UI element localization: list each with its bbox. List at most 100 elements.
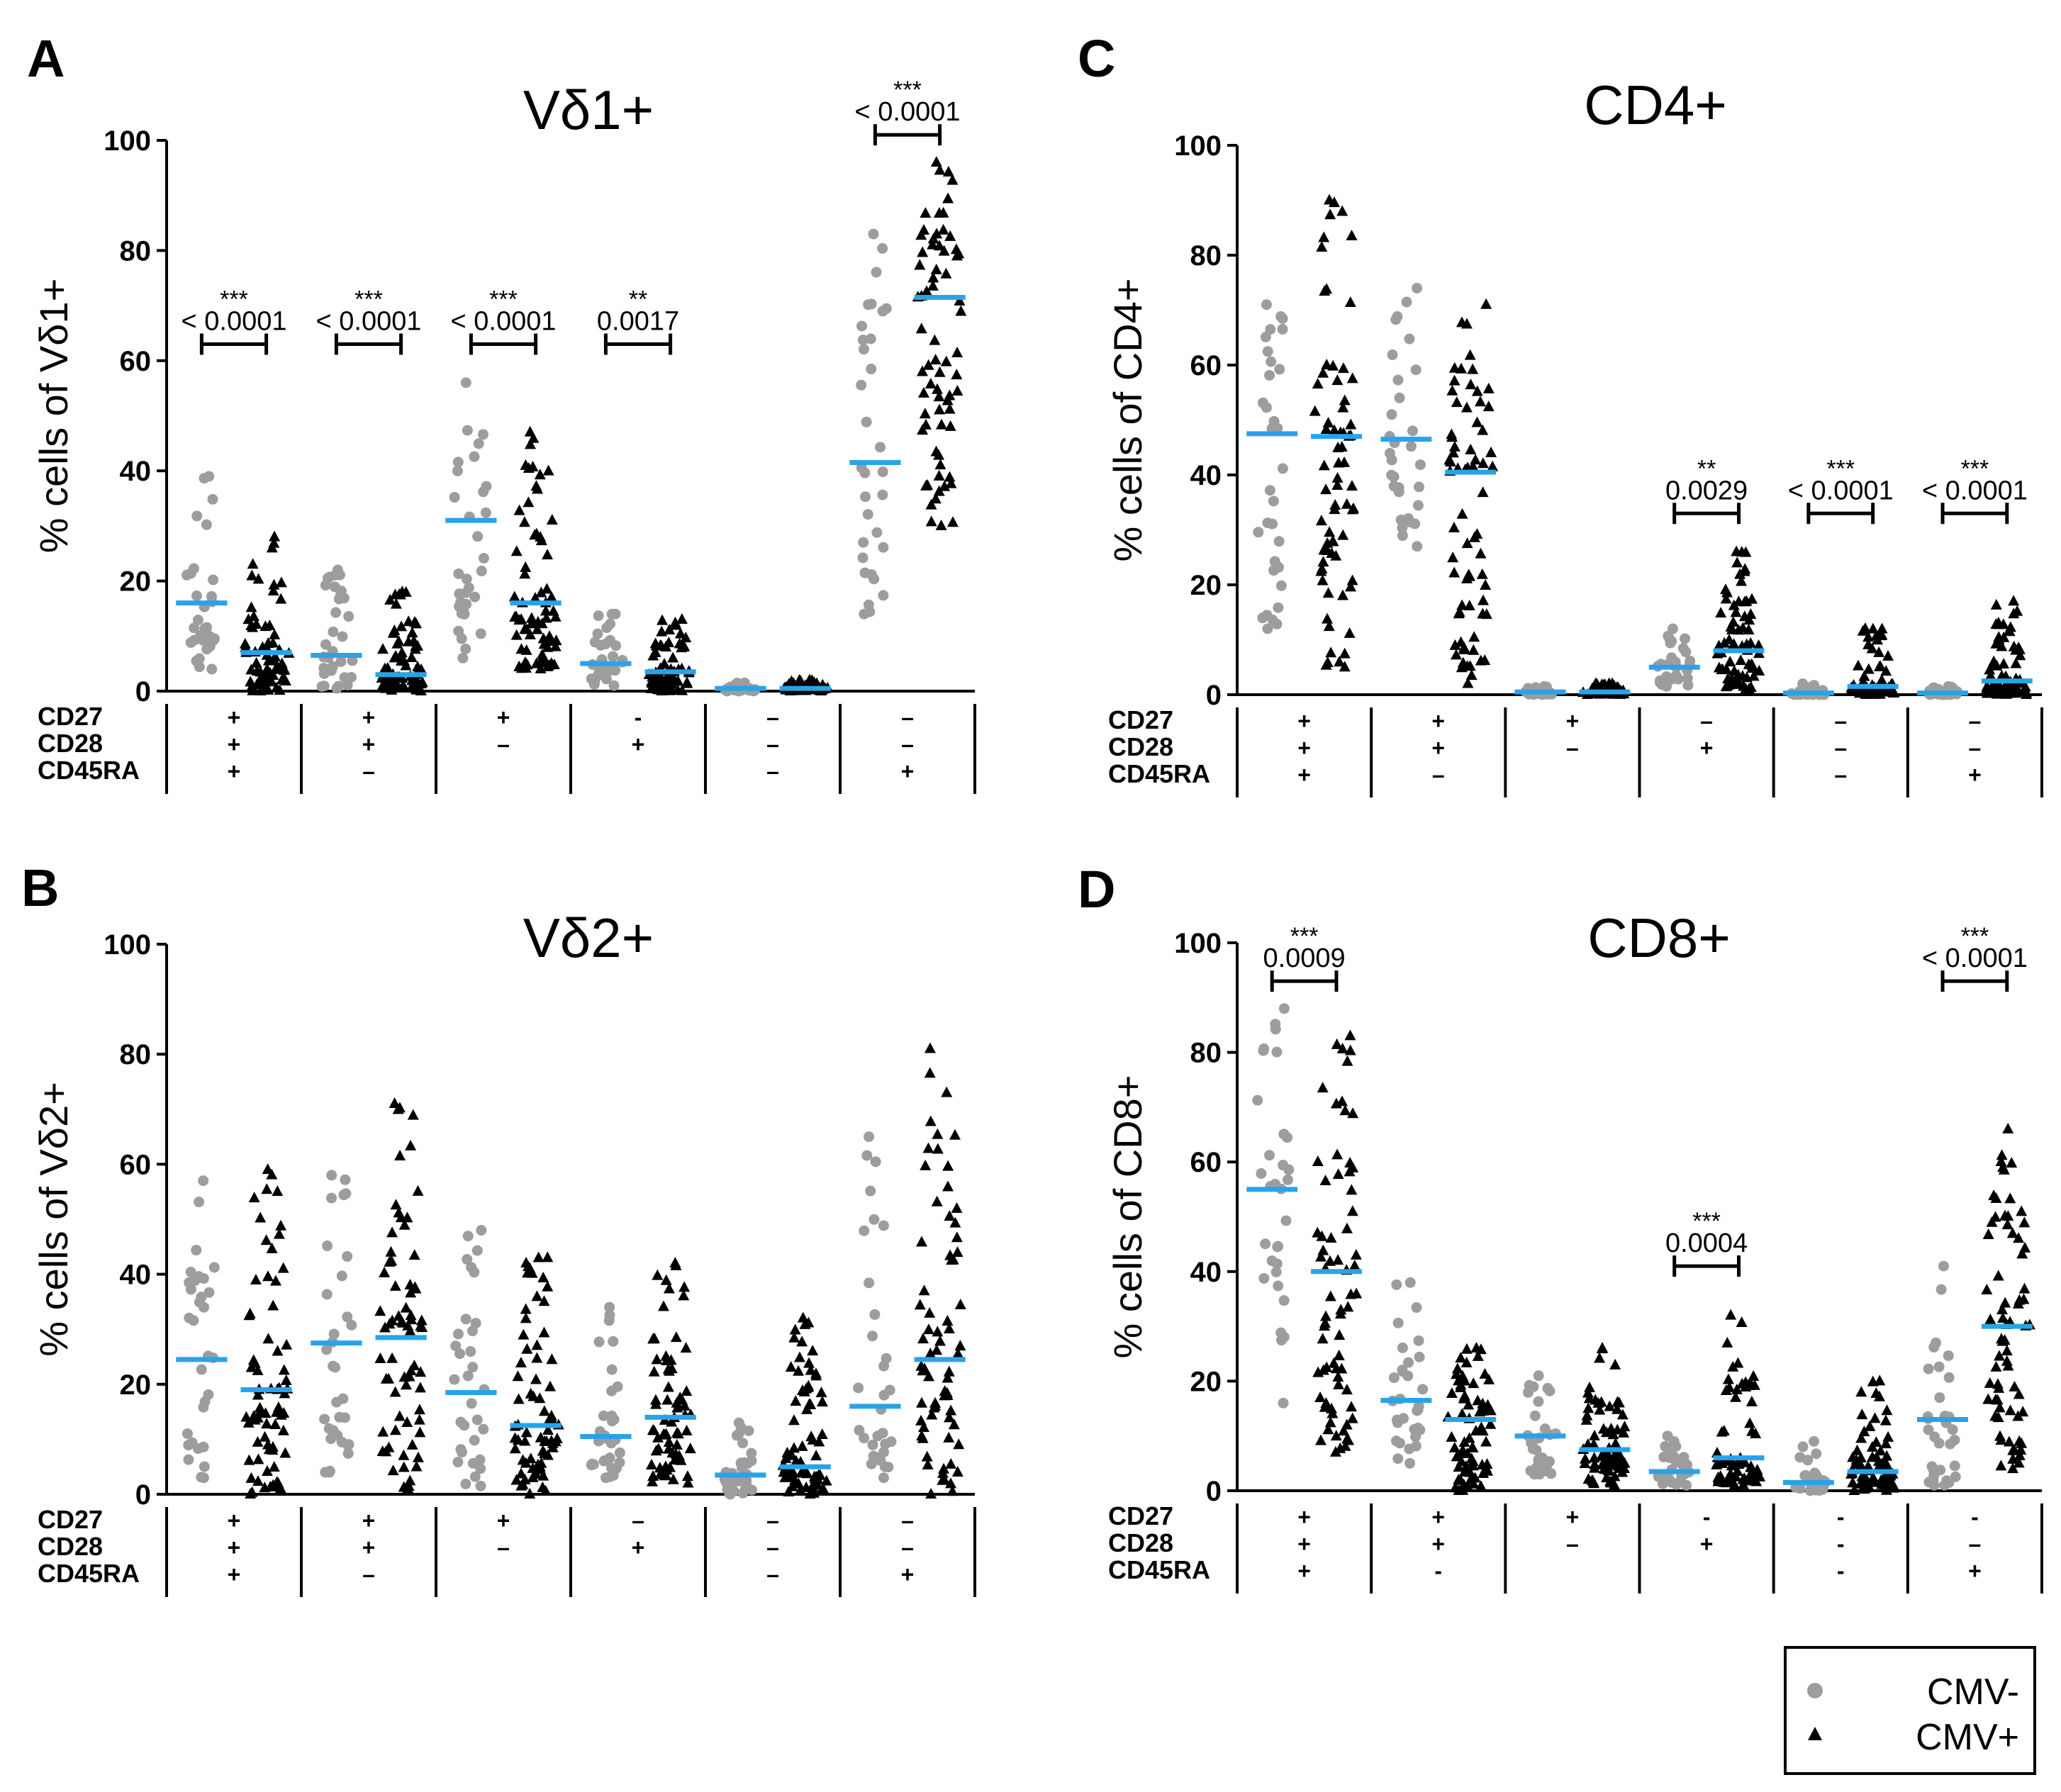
cmv-neg-point [1670, 670, 1682, 681]
y-tick-label: 0 [1206, 1476, 1222, 1507]
cmv-neg-point [1417, 1384, 1429, 1395]
cmv-neg-point [877, 306, 888, 317]
cmv-neg-point [476, 1225, 487, 1236]
cmv-pos-point [1461, 537, 1473, 549]
cmv-pos-point [538, 1326, 550, 1338]
cmv-pos-point [1995, 1460, 2007, 1471]
cmv-neg-point [1413, 481, 1424, 493]
cmv-neg-point [328, 1328, 340, 1340]
cmv-pos-point [1870, 1387, 1882, 1399]
cmv-pos-point [374, 1353, 386, 1364]
cmv-pos-point [681, 676, 693, 688]
cmv-pos-point [1460, 401, 1473, 413]
cmv-neg-point [452, 457, 464, 468]
cmv-pos-point [810, 1450, 822, 1461]
cmv-pos-point [542, 1280, 554, 1292]
cmv-pos-point [805, 1482, 817, 1493]
cmv-pos-point [535, 586, 547, 598]
cmv-pos-point [387, 1465, 399, 1476]
cmv-pos-point [1475, 547, 1487, 559]
cmv-neg-point [1797, 1441, 1809, 1452]
cmv-pos-point [1474, 396, 1486, 407]
cmv-neg-point [462, 425, 473, 436]
cmv-neg-point [735, 1422, 747, 1433]
p-value-label: 0.0029 [1665, 476, 1748, 505]
cmv-pos-point [647, 1475, 659, 1486]
cmv-pos-point [670, 1259, 682, 1270]
cmv-pos-point [1607, 1455, 1619, 1466]
cmv-neg-point [605, 634, 616, 646]
cmv-pos-point [1607, 1428, 1619, 1440]
cmv-pos-point [508, 590, 520, 602]
cmv-neg-point [1660, 674, 1671, 685]
cmv-pos-point [376, 671, 388, 683]
cmv-pos-point [1456, 1408, 1468, 1419]
cmv-neg-point [879, 1461, 890, 1472]
cmv-pos-point [414, 1426, 426, 1438]
cmv-pos-point [1443, 454, 1456, 465]
cmv-neg-point [1393, 486, 1404, 498]
group-sign: – [901, 1535, 914, 1560]
cmv-neg-point [1662, 1474, 1673, 1486]
cmv-pos-point [945, 1404, 957, 1416]
cmv-neg-point [866, 364, 877, 375]
cmv-pos-point [803, 1357, 815, 1368]
cmv-neg-point [1271, 1046, 1283, 1058]
cmv-neg-point [857, 335, 868, 346]
cmv-pos-point [536, 617, 548, 629]
cmv-pos-point [515, 1467, 527, 1479]
cmv-pos-point [403, 615, 415, 627]
cmv-pos-point [2004, 621, 2016, 632]
cmv-pos-point [1738, 680, 1750, 691]
cmv-pos-point [257, 641, 269, 652]
group-sign: - [635, 705, 642, 730]
cmv-neg-point [460, 643, 471, 654]
cmv-pos-point [1455, 1352, 1467, 1363]
cmv-neg-point [1945, 681, 1957, 693]
cmv-pos-point [648, 1365, 660, 1377]
significance-stars: *** [354, 286, 383, 313]
y-tick-label: 20 [1190, 570, 1222, 601]
cmv-neg-point [1387, 349, 1398, 361]
cmv-pos-point [681, 1470, 693, 1482]
cmv-pos-point [1867, 1375, 1879, 1387]
cmv-pos-point [275, 576, 287, 588]
cmv-pos-point [793, 1365, 805, 1376]
cmv-neg-point [593, 1336, 605, 1348]
cmv-pos-point [1589, 1462, 1601, 1473]
cmv-pos-point [954, 1299, 966, 1310]
cmv-pos-point [943, 1323, 955, 1334]
cmv-pos-point [938, 245, 950, 256]
cmv-pos-point [1724, 656, 1736, 667]
cmv-neg-point [1258, 1272, 1270, 1284]
cmv-pos-point [1460, 1343, 1473, 1354]
legend-cmv-neg-marker [1807, 1683, 1823, 1698]
cmv-pos-point [1458, 643, 1470, 654]
cmv-pos-point [275, 593, 287, 604]
cmv-neg-point [326, 1192, 337, 1204]
cmv-pos-point [923, 1370, 935, 1382]
cmv-neg-point [878, 542, 889, 553]
cmv-pos-point [930, 263, 942, 274]
significance-stars: *** [1826, 455, 1855, 482]
cmv-pos-point [932, 1128, 944, 1139]
cmv-neg-point [466, 1398, 477, 1409]
cmv-neg-point [1928, 1474, 1939, 1486]
cmv-neg-point [878, 1389, 890, 1401]
cmv-pos-point [1319, 1175, 1331, 1186]
cmv-pos-point [934, 164, 946, 175]
cmv-pos-point [1873, 646, 1885, 657]
cmv-pos-point [1855, 1459, 1867, 1470]
cmv-pos-point [1316, 241, 1328, 252]
group-sign: - [1703, 1504, 1711, 1530]
cmv-neg-point [1928, 1341, 1940, 1353]
cmv-pos-point [1325, 1232, 1337, 1243]
cmv-neg-point [1409, 518, 1421, 530]
cmv-pos-point [2012, 1297, 2024, 1309]
cmv-pos-point [929, 334, 941, 345]
cmv-pos-point [1477, 424, 1489, 435]
cmv-pos-point [1487, 460, 1499, 471]
cmv-pos-point [1465, 1452, 1478, 1464]
group-sign: – [1969, 735, 1982, 761]
cmv-pos-point [544, 630, 556, 642]
